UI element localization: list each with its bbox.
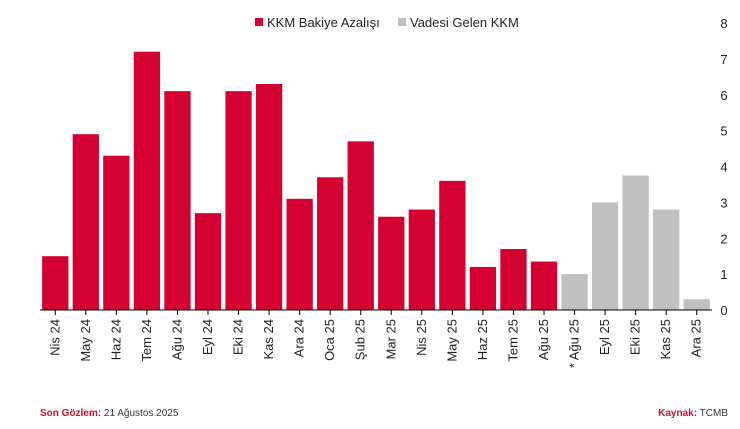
bar-series1-mar-25: [378, 216, 405, 310]
x-tick-label: Ağu 24: [169, 319, 184, 360]
last-observation-value: 21 Ağustos 2025: [103, 408, 179, 419]
last-observation-label: Son Gözlem:: [40, 408, 102, 419]
y-tick-label: 7: [720, 52, 727, 67]
x-tick-label: Haz 25: [475, 319, 490, 360]
bar-series1-ub-25: [347, 141, 374, 310]
bar-series1-eki-24: [225, 91, 252, 310]
bar-series1-tem-25: [500, 249, 527, 310]
x-tick-label: Kas 24: [261, 319, 276, 359]
source-label: Kaynak:: [658, 408, 698, 419]
y-tick-label: 8: [720, 16, 727, 31]
y-tick-label: 1: [720, 267, 727, 282]
y-tick-label: 5: [720, 124, 727, 139]
bar-series1-nis-24: [42, 256, 69, 310]
footer-last-observation: Son Gözlem: 21 Ağustos 2025: [40, 408, 178, 419]
x-tick-label: Eki 25: [628, 319, 643, 355]
bar-series1-may-25: [439, 180, 466, 310]
x-tick-label: * Ağu 25: [567, 319, 582, 368]
x-tick-label: Mar 25: [383, 319, 398, 359]
bar-series1-may-24: [72, 134, 99, 310]
y-tick-label: 4: [720, 160, 727, 175]
bar-series2-eyl-25: [591, 202, 619, 310]
bars: [42, 51, 710, 310]
bar-series2-kas-25: [653, 209, 680, 310]
x-tick-label: Eki 24: [231, 319, 246, 355]
bar-series1-tem-24: [133, 51, 161, 310]
y-tick-label: 2: [720, 231, 727, 246]
bar-series1-kas-24: [255, 83, 283, 310]
bar-series1-a-u-24: [164, 91, 191, 310]
x-tick-label: Oca 25: [322, 319, 337, 361]
y-tick-label: 3: [720, 195, 727, 210]
bar-series2-ara-25: [683, 299, 710, 310]
bar-series2-eki-25: [622, 175, 649, 310]
source-value: TCMB: [699, 408, 728, 419]
bar-series2-a-u-25: [561, 274, 588, 310]
x-tick-label: Kas 25: [658, 319, 673, 359]
x-tick-label: Tem 25: [505, 319, 520, 362]
y-tick-label: 6: [720, 88, 727, 103]
x-tick-label: Haz 24: [108, 319, 123, 360]
legend: KKM Bakiye Azalışı Vadesi Gelen KKM: [255, 15, 519, 30]
y-tick-label: 0: [720, 303, 727, 318]
legend-swatch-series2: [398, 18, 406, 26]
chart: KKM Bakiye Azalışı Vadesi Gelen KKM Nis 2…: [40, 15, 728, 368]
bar-series1-nis-25: [408, 209, 435, 310]
x-tick-label: Ara 24: [292, 319, 307, 357]
bar-series1-a-u-25: [530, 261, 558, 310]
x-tick-label: Eyl 24: [200, 319, 215, 355]
x-tick-label: Ağu 25: [536, 319, 551, 360]
x-tick-label: Şub 25: [353, 319, 368, 360]
bar-series1-haz-25: [469, 266, 497, 310]
legend-label-series2: Vadesi Gelen KKM: [410, 15, 519, 30]
legend-swatch-series1: [255, 18, 263, 26]
x-tick-label: Nis 25: [414, 319, 429, 356]
bar-series1-eyl-24: [194, 213, 222, 310]
bar-series1-haz-24: [103, 155, 130, 310]
legend-label-series1: KKM Bakiye Azalışı: [267, 15, 380, 30]
x-tick-label: May 25: [444, 319, 459, 362]
y-ticks: 0 1 2 3 4 5 6 7 8: [720, 16, 727, 318]
bar-series1-oca-25: [317, 177, 344, 310]
x-tick-label: Eyl 25: [597, 319, 612, 355]
footer-source: Kaynak: TCMB: [658, 408, 728, 419]
x-tick-label: Nis 24: [47, 319, 62, 356]
x-tick-label: Ara 25: [689, 319, 704, 357]
bar-series1-ara-24: [286, 198, 313, 310]
x-tick-label: May 24: [78, 319, 93, 362]
x-ticks: Nis 24 May 24 Haz 24 Tem 24 Ağu 24 Eyl 24 Eki …: [47, 310, 704, 368]
x-tick-label: Tem 24: [139, 319, 154, 362]
